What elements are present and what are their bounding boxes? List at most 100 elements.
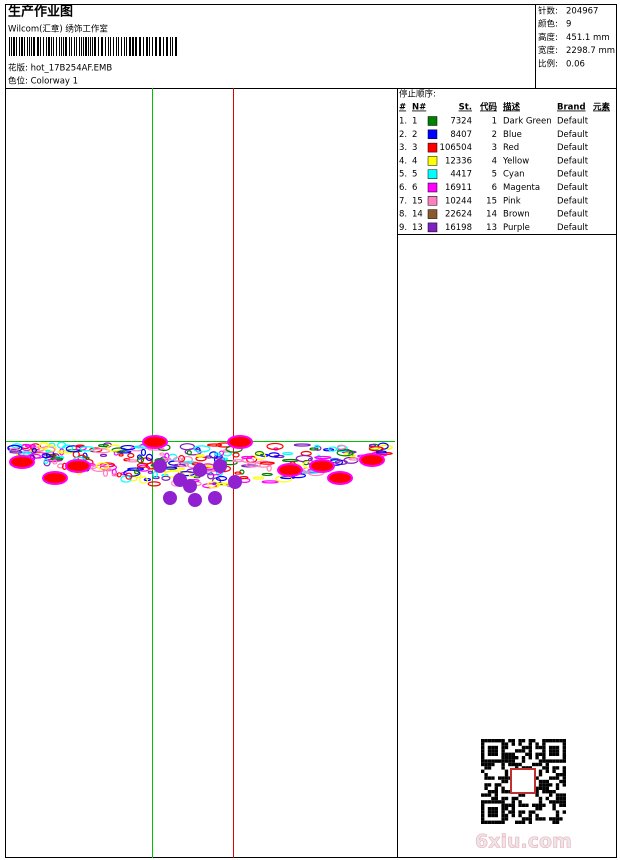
design-file: 花版: hot_17B254AF.EMB [8,63,112,74]
qr-module [504,769,509,773]
qr-module [542,742,546,746]
stitch-shape [314,445,322,451]
qr-module [487,776,492,780]
qr-module [542,783,546,787]
bead [188,493,202,507]
bar-stripe [81,37,82,56]
qr-module [501,766,505,770]
stitch-shape [45,458,63,462]
qr-module [528,766,532,770]
qr-module [552,820,556,824]
qr-module [491,752,495,756]
qr-module [562,779,566,784]
color-swatch [427,142,438,153]
stitch-shape [134,469,140,475]
stitch-shape [127,452,135,459]
stitches: 12336 [445,156,472,166]
qr-module [535,742,539,746]
qr-module [552,800,556,804]
feather-eye [9,455,35,469]
qr-module [501,749,505,753]
qr-module [518,820,522,824]
bar-stripe [59,37,60,56]
qr-module [487,745,492,750]
qr-module [487,807,492,811]
qr-module [508,803,512,807]
stitch-shape [24,444,37,448]
qr-module [484,759,488,763]
qr-module [494,807,498,811]
qr-module [491,813,495,818]
qr-module [487,766,492,770]
qr-module [555,749,560,753]
bar-stripe [13,37,15,56]
qr-module [484,820,488,824]
qr-module [555,766,560,770]
qr-module [538,800,543,804]
qr-module [481,756,485,760]
row-index: 8. [399,210,407,220]
column-header: Brand [557,103,586,113]
description: Magenta [503,183,540,193]
qr-module [562,759,566,763]
qr-module [545,783,549,787]
qr-module [501,813,505,818]
color-swatch [427,169,438,179]
needle: 5 [412,170,417,180]
qr-module [525,752,529,756]
stitch-shape [161,475,171,481]
qr-module [508,752,512,756]
qr-module [487,739,492,743]
qr-module [535,756,539,760]
qr-module [481,752,485,756]
bar-stripe [129,37,131,56]
qr-module [535,745,539,750]
info-value: 2298.7 mm [566,46,615,56]
watermark: 6xiu.com [475,831,572,853]
stitch-shape [125,472,133,480]
qr-module [552,807,556,811]
qr-module [521,766,526,770]
stitch-shape [95,462,110,470]
qr-module [518,749,522,753]
qr-module [504,790,509,794]
stitch-shape [152,471,158,479]
bead [193,463,207,477]
stitch-shape [207,472,215,480]
qr-module [511,813,515,818]
qr-module [552,769,556,773]
qr-module [552,766,556,770]
qr-module [515,766,519,770]
qr-module [549,817,553,821]
qr-module [538,796,543,801]
qr-module [511,756,515,760]
qr-module [521,817,526,821]
qr-module [504,773,509,777]
stitches: 8407 [450,130,472,140]
stop-sequence-title: 停止顺序: [399,89,436,100]
bar-stripe [110,37,111,56]
qr-module [535,762,539,767]
qr-module [542,779,546,784]
qr-module [487,762,492,767]
qr-module [545,796,549,801]
stitch-shape [52,459,58,465]
needle: 1 [412,117,417,127]
qr-module [501,759,505,763]
qr-module [508,759,512,763]
stitch-shape [164,457,172,461]
stitch-shape [147,470,153,474]
stitch-shape [234,471,242,475]
bar-stripe [79,37,80,56]
stitch-shape [266,442,284,451]
info-value: 0.06 [566,59,585,69]
stitch-shape [314,444,320,448]
qr-module [481,793,485,797]
qr-module [535,786,539,790]
info-label: 颜色: [538,19,558,30]
bar-stripe [159,37,161,56]
qr-module [559,793,563,797]
qr-module [494,793,498,797]
stitch-shape [343,452,349,456]
qr-module [552,739,556,743]
